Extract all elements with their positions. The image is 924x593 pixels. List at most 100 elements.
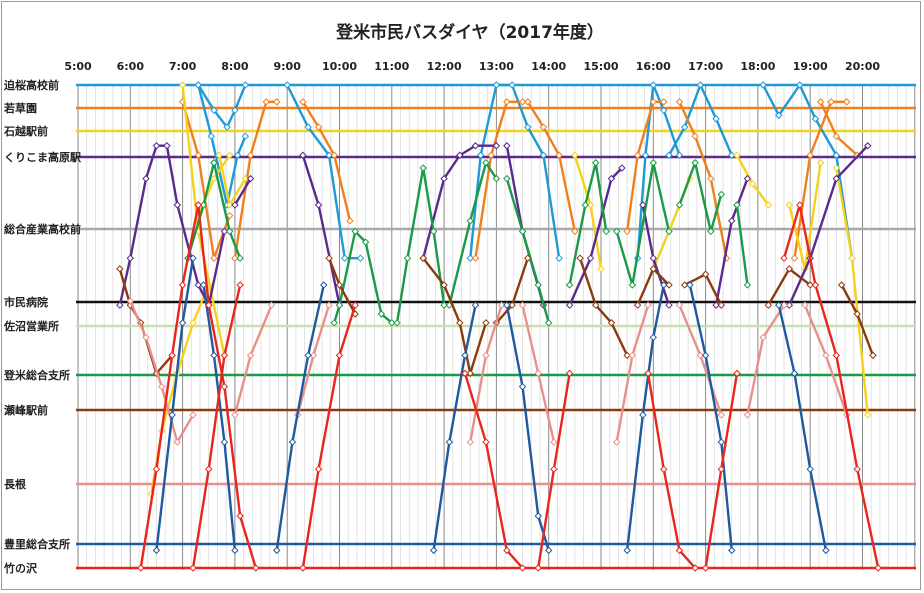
- data-point: [252, 564, 260, 572]
- series-line: [181, 101, 231, 260]
- data-point: [152, 465, 161, 473]
- data-point: [832, 351, 841, 360]
- data-point: [848, 254, 856, 262]
- data-point: [189, 319, 197, 327]
- data-point: [612, 227, 621, 236]
- data-point: [790, 254, 799, 262]
- data-point: [299, 564, 307, 572]
- data-point: [461, 369, 469, 378]
- stop-label: 石越駅前: [3, 124, 48, 138]
- data-point: [236, 281, 244, 289]
- series-line: [735, 154, 770, 206]
- data-point: [806, 151, 814, 159]
- data-point: [189, 411, 197, 419]
- data-point: [822, 351, 830, 360]
- data-point: [320, 281, 328, 289]
- data-point: [728, 546, 736, 555]
- data-point: [717, 301, 725, 309]
- data-point: [717, 465, 725, 473]
- data-point: [246, 151, 255, 159]
- data-point: [801, 301, 809, 309]
- stop-label: 市民病院: [4, 295, 48, 309]
- data-point: [205, 465, 213, 473]
- data-point: [497, 301, 506, 309]
- series-line: [667, 83, 733, 156]
- stop-label: 総合産業高校前: [4, 222, 81, 236]
- stop-label: 登米総合支所: [3, 368, 70, 382]
- data-point: [503, 142, 511, 150]
- data-point: [822, 546, 830, 555]
- data-point: [785, 301, 793, 309]
- data-point: [597, 265, 605, 273]
- data-point: [592, 301, 600, 309]
- series-line: [395, 166, 446, 323]
- data-point: [503, 174, 511, 183]
- series-line: [505, 304, 550, 551]
- data-point: [806, 281, 814, 289]
- data-point: [571, 227, 579, 236]
- data-point: [173, 438, 182, 446]
- data-point: [518, 98, 527, 106]
- data-point: [299, 98, 307, 106]
- data-point: [550, 438, 558, 446]
- data-point: [701, 351, 710, 360]
- data-point: [743, 411, 752, 419]
- data-point: [194, 281, 202, 289]
- stop-label: くりこま高原駅: [4, 150, 81, 164]
- data-point: [775, 111, 783, 120]
- data-point: [733, 201, 741, 209]
- series-line: [678, 161, 723, 233]
- series-line: [615, 161, 671, 287]
- data-point: [466, 438, 474, 446]
- data-point: [304, 351, 312, 360]
- data-point: [869, 351, 877, 360]
- series-line: [646, 373, 697, 569]
- series-line: [155, 258, 195, 551]
- data-point: [477, 151, 485, 159]
- data-point: [304, 123, 312, 131]
- data-point: [126, 297, 135, 305]
- data-point: [173, 201, 182, 209]
- stop-label: 竹の沢: [3, 561, 38, 575]
- data-point: [649, 333, 658, 342]
- data-point: [660, 106, 668, 115]
- data-point: [503, 98, 511, 106]
- data-point: [461, 351, 469, 360]
- data-point: [612, 438, 621, 446]
- series-line: [819, 101, 859, 157]
- data-point: [743, 281, 752, 289]
- series-line: [233, 177, 252, 206]
- data-point: [707, 227, 715, 236]
- x-tick-label: 16:00: [636, 60, 671, 73]
- data-point: [325, 254, 333, 262]
- data-point: [728, 151, 736, 159]
- data-point: [314, 201, 323, 209]
- data-point: [518, 564, 527, 572]
- data-point: [241, 174, 250, 183]
- data-point: [565, 301, 574, 309]
- data-point: [686, 281, 694, 289]
- data-point: [356, 254, 365, 262]
- data-point: [759, 333, 767, 342]
- data-point: [790, 369, 799, 378]
- data-point: [592, 159, 600, 167]
- data-point: [701, 270, 710, 278]
- data-point: [816, 159, 825, 167]
- data-point: [539, 123, 548, 131]
- data-point: [194, 201, 202, 209]
- data-point: [759, 81, 767, 89]
- data-point: [518, 227, 527, 236]
- series-line: [678, 101, 728, 259]
- data-point: [205, 301, 213, 309]
- data-point: [126, 254, 135, 262]
- data-point: [524, 98, 532, 106]
- data-point: [116, 265, 124, 273]
- data-point: [649, 81, 658, 89]
- data-point: [471, 254, 480, 262]
- data-point: [864, 142, 872, 150]
- series-line: [788, 162, 822, 271]
- data-point: [330, 319, 338, 327]
- series-line: [301, 304, 357, 569]
